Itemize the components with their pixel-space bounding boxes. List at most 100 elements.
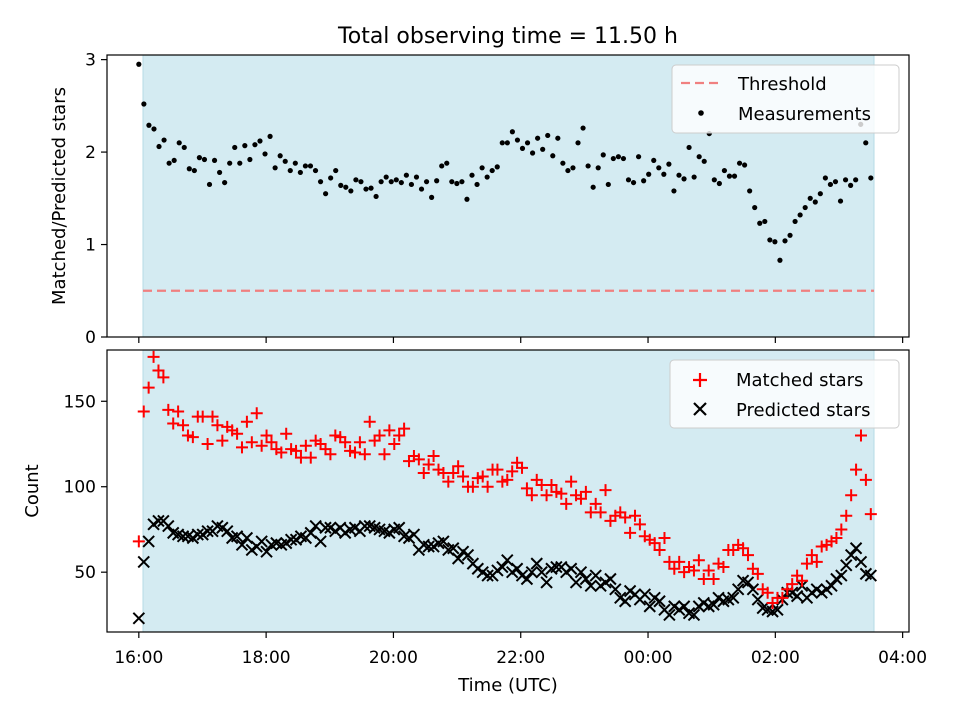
- matched-point: [854, 429, 867, 442]
- predicted-point: [771, 603, 784, 616]
- ratio-y-tick-label: 3: [85, 51, 96, 71]
- ratio-point: [434, 178, 440, 184]
- count-legend-box: [669, 359, 900, 429]
- matched-point: [717, 561, 730, 574]
- ratio-point: [550, 153, 556, 159]
- ratio-point: [469, 172, 475, 178]
- ratio-point: [555, 135, 561, 141]
- predicted-point: [152, 514, 165, 528]
- matched-point: [850, 463, 863, 476]
- matched-point: [786, 578, 799, 591]
- matched-point: [751, 567, 764, 580]
- ratio-point: [282, 158, 288, 164]
- ratio-point: [181, 144, 187, 151]
- ratio-point: [777, 257, 783, 263]
- ratio-point: [449, 179, 455, 185]
- ratio-point: [398, 179, 404, 186]
- ratio-point: [691, 174, 697, 180]
- predicted-point: [687, 608, 701, 622]
- count-y-tick-label: 50: [74, 563, 96, 583]
- ratio-point: [524, 140, 531, 146]
- matched-point: [447, 467, 460, 480]
- ratio-y-tick-label: 0: [85, 328, 96, 348]
- predicted-point: [191, 528, 204, 541]
- ratio-point: [731, 173, 738, 179]
- predicted-point: [162, 519, 175, 533]
- matched-point: [629, 509, 642, 522]
- matched-point: [796, 574, 809, 587]
- ratio-point: [378, 179, 384, 185]
- matched-point: [457, 470, 470, 483]
- matched-point: [373, 429, 386, 442]
- ratio-point: [252, 142, 258, 148]
- matched-point: [599, 484, 612, 497]
- ratio-point: [848, 182, 854, 188]
- matched-point: [481, 480, 494, 493]
- matched-point: [304, 451, 317, 464]
- predicted-point: [579, 572, 593, 586]
- ratio-point: [429, 194, 435, 200]
- x-tick-label: 18:00: [242, 648, 291, 668]
- ratio-point: [757, 220, 763, 226]
- matched-point: [540, 489, 553, 502]
- matched-point: [658, 532, 671, 544]
- predicted-point: [392, 521, 406, 534]
- ratio-point: [671, 188, 677, 194]
- ratio-point: [767, 237, 773, 243]
- matched-point: [466, 480, 479, 493]
- legend-predicted-label: Predicted stars: [736, 400, 870, 421]
- ratio-point: [464, 196, 470, 202]
- matched-point: [280, 427, 293, 440]
- matched-point: [565, 475, 578, 488]
- matched-point: [422, 458, 435, 471]
- predicted-point: [574, 565, 588, 579]
- ratio-point: [504, 140, 510, 146]
- ratio-point: [807, 195, 813, 201]
- matched-point: [702, 564, 715, 577]
- matched-point: [579, 485, 592, 498]
- predicted-point: [314, 535, 327, 548]
- ratio-point: [853, 177, 859, 183]
- ratio-point: [186, 166, 192, 172]
- ratio-point: [479, 165, 485, 171]
- ratio-point: [297, 169, 303, 176]
- ratio-point: [302, 163, 309, 169]
- predicted-point: [564, 562, 578, 575]
- ratio-point: [439, 163, 445, 169]
- predicted-point: [501, 554, 514, 567]
- ratio-point: [641, 178, 647, 184]
- ratio-point: [287, 167, 293, 174]
- matched-point: [761, 586, 774, 599]
- ratio-point: [787, 232, 793, 238]
- x-tick-label: 20:00: [369, 648, 418, 668]
- ratio-point: [368, 185, 374, 191]
- predicted-point: [854, 555, 868, 569]
- ratio-point: [726, 173, 733, 179]
- matched-point: [648, 537, 661, 550]
- legend-measurements-swatch: [698, 110, 704, 116]
- predicted-point: [677, 600, 691, 613]
- matched-point: [162, 403, 175, 416]
- predicted-point: [240, 531, 254, 545]
- ratio-point: [661, 171, 667, 177]
- ratio-point: [494, 164, 500, 170]
- ratio-point: [711, 177, 717, 183]
- ratio-panel: 0 1 2 3 Matched/Predicted stars Threshold M…: [49, 51, 910, 348]
- ratio-point: [792, 218, 798, 225]
- predicted-point: [825, 579, 838, 593]
- ratio-point: [272, 165, 278, 171]
- ratio-point: [499, 140, 505, 146]
- ratio-point: [812, 199, 818, 205]
- predicted-point: [589, 569, 602, 582]
- matched-point: [245, 436, 258, 449]
- ratio-point: [752, 204, 758, 211]
- ratio-point: [716, 180, 722, 187]
- predicted-point: [569, 576, 583, 589]
- ratio-point: [580, 125, 586, 131]
- ratio-point: [620, 155, 627, 162]
- matched-point: [132, 535, 145, 548]
- ratio-point: [161, 137, 167, 143]
- predicted-point: [840, 559, 853, 572]
- ratio-point: [277, 153, 283, 159]
